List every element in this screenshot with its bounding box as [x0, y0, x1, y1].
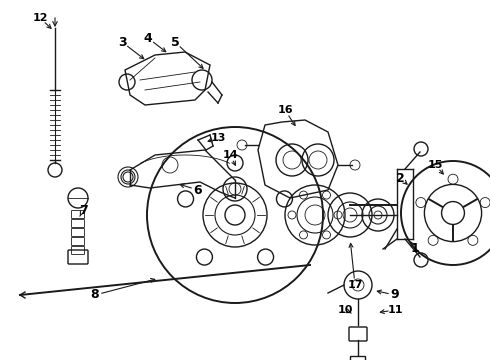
- Text: 13: 13: [210, 133, 226, 143]
- Text: 15: 15: [427, 160, 442, 170]
- Text: 11: 11: [387, 305, 403, 315]
- Text: 12: 12: [32, 13, 48, 23]
- Text: 10: 10: [337, 305, 353, 315]
- Text: 1: 1: [411, 242, 419, 255]
- Text: 3: 3: [118, 36, 126, 49]
- Text: 2: 2: [395, 171, 404, 184]
- Text: 8: 8: [91, 288, 99, 302]
- Text: 7: 7: [78, 203, 87, 216]
- Text: 5: 5: [171, 36, 179, 49]
- Text: 14: 14: [222, 150, 238, 160]
- Text: 17: 17: [347, 280, 363, 290]
- Text: 9: 9: [391, 288, 399, 302]
- Text: 4: 4: [144, 31, 152, 45]
- Text: 16: 16: [277, 105, 293, 115]
- Text: 6: 6: [194, 184, 202, 197]
